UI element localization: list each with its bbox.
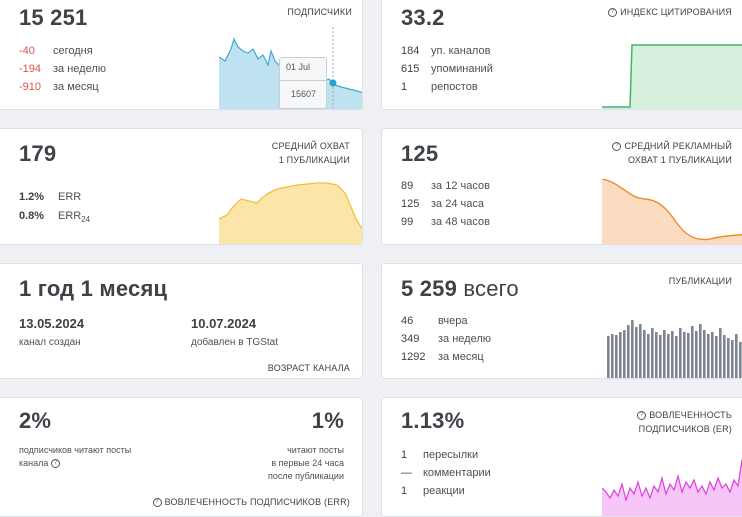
subscribers-caption: ПОДПИСЧИКИ <box>287 7 352 17</box>
change-month: -910 за месяц <box>19 81 99 93</box>
publication-bar <box>643 330 646 378</box>
err-row: 1.2% ERR <box>19 191 82 203</box>
publication-bar <box>723 335 726 378</box>
publication-bar <box>679 328 682 378</box>
channel-age-caption: ВОЗРАСТ КАНАЛА <box>267 363 350 373</box>
publication-bar <box>719 328 722 378</box>
err24-row: 0.8% ERR24 <box>19 210 91 225</box>
publication-bar <box>731 340 734 378</box>
change-today: -40 сегодня <box>19 45 93 57</box>
er-comments: — комментарии <box>401 467 491 479</box>
ad-reach-card[interactable]: 125 ? СРЕДНИЙ РЕКЛАМНЫЙ ОХВАТ 1 ПУБЛИКАЦИИ… <box>381 128 742 245</box>
reach-value: 179 <box>19 141 57 166</box>
citation-chart[interactable] <box>602 43 742 110</box>
publication-bar <box>647 334 650 378</box>
publication-bar <box>703 330 706 378</box>
err-caption: ? ВОВЛЕЧЕННОСТЬ ПОДПИСЧИКОВ (ERR) <box>152 495 350 509</box>
publication-bar <box>691 326 694 378</box>
err-left-description: подписчиков читают посты канала ? <box>19 445 132 469</box>
ad-reach-chart[interactable] <box>602 179 742 245</box>
err-right-value: 1% <box>311 408 344 433</box>
publication-bar <box>711 332 714 378</box>
er-chart[interactable] <box>602 448 742 517</box>
publication-bar <box>715 336 718 378</box>
citation-card[interactable]: 33.2 ? ИНДЕКС ЦИТИРОВАНИЯ 184 уп. каналов … <box>381 0 742 110</box>
er-reactions: 1 реакции <box>401 485 465 497</box>
publication-bar <box>619 332 622 378</box>
reach-chart[interactable] <box>219 181 363 245</box>
posts-month: 1292 за месяц <box>401 351 484 363</box>
subscribers-tooltip: 01 Jul 15607 <box>279 57 327 109</box>
publication-bar <box>735 334 738 378</box>
publications-value: 5 259 всего <box>401 276 519 301</box>
publication-bar <box>635 327 638 378</box>
ad-reach-24h: 125 за 24 часа <box>401 198 484 210</box>
publication-bar <box>659 335 662 378</box>
publication-bar <box>639 324 642 378</box>
err-engagement-card[interactable]: 2% подписчиков читают посты канала ? 1% ч… <box>0 397 363 517</box>
reach-caption: СРЕДНИЙ ОХВАТ 1 ПУБЛИКАЦИИ <box>271 141 350 165</box>
publication-bar <box>667 334 670 378</box>
publication-bar <box>671 331 674 378</box>
er-caption: ? ВОВЛЕЧЕННОСТЬ ПОДПИСЧИКОВ (ER) <box>637 410 732 434</box>
tooltip-divider <box>280 80 326 81</box>
posts-yesterday: 46 вчера <box>401 315 468 327</box>
er-engagement-card[interactable]: 1.13% ? ВОВЛЕЧЕННОСТЬ ПОДПИСЧИКОВ (ER) 1 пе… <box>381 397 742 517</box>
created-label: канал создан <box>19 337 81 348</box>
er-value: 1.13% <box>401 408 465 433</box>
publications-bar-chart[interactable] <box>607 314 742 379</box>
publication-bar <box>663 330 666 378</box>
err-right-description: читают посты в первые 24 часа после публик… <box>268 445 344 481</box>
tooltip-date: 01 Jul <box>286 62 311 72</box>
tooltip-value: 15607 <box>291 89 317 99</box>
ad-reach-12h: 89 за 12 часов <box>401 180 490 192</box>
channel-age-value: 1 год 1 месяц <box>19 276 168 301</box>
publication-bar <box>695 331 698 378</box>
publication-bar <box>615 335 618 378</box>
publications-card[interactable]: 5 259 всего ПУБЛИКАЦИИ 46 вчера 349 за нед… <box>381 263 742 379</box>
publication-bar <box>631 320 634 378</box>
err-left-value: 2% <box>19 408 52 433</box>
change-week: -194 за неделю <box>19 63 107 75</box>
posts-week: 349 за неделю <box>401 333 492 345</box>
publication-bar <box>655 332 658 378</box>
citation-index-value: 33.2 <box>401 5 445 30</box>
ad-reach-48h: 99 за 48 часов <box>401 216 490 228</box>
publication-bar <box>687 333 690 378</box>
publication-bar <box>739 342 742 378</box>
created-date: 13.05.2024 <box>19 316 85 331</box>
channel-age-card[interactable]: 1 год 1 месяц 13.05.2024 канал создан 10… <box>0 263 363 379</box>
publications-caption: ПУБЛИКАЦИИ <box>668 276 732 286</box>
ad-reach-value: 125 <box>401 141 439 166</box>
publication-bar <box>683 332 686 378</box>
subscribers-count: 15 251 <box>19 5 88 30</box>
publication-bar <box>623 330 626 378</box>
publication-bar <box>675 336 678 378</box>
citation-mentions: 615 упоминаний <box>401 63 493 75</box>
info-icon[interactable]: ? <box>608 8 618 18</box>
citation-caption: ? ИНДЕКС ЦИТИРОВАНИЯ <box>608 5 732 19</box>
er-forwards: 1 пересылки <box>401 449 479 461</box>
reach-card[interactable]: 179 СРЕДНИЙ ОХВАТ 1 ПУБЛИКАЦИИ 1.2% ERR 0.… <box>0 128 363 245</box>
publication-bar <box>627 325 630 378</box>
info-icon[interactable]: ? <box>50 459 60 469</box>
publication-bar <box>727 338 730 378</box>
publication-bar <box>607 336 610 378</box>
publication-bar <box>611 334 614 378</box>
publication-bar <box>707 334 710 378</box>
info-icon[interactable]: ? <box>637 411 647 421</box>
added-date: 10.07.2024 <box>191 316 257 331</box>
ad-reach-caption: ? СРЕДНИЙ РЕКЛАМНЫЙ ОХВАТ 1 ПУБЛИКАЦИИ <box>612 139 732 167</box>
info-icon[interactable]: ? <box>612 142 622 152</box>
info-icon[interactable]: ? <box>152 498 162 508</box>
subscribers-card[interactable]: 15 251 ПОДПИСЧИКИ -40 сегодня -194 за неде… <box>0 0 363 110</box>
citation-channels: 184 уп. каналов <box>401 45 491 57</box>
publication-bar <box>651 328 654 378</box>
added-label: добавлен в TGStat <box>191 337 279 348</box>
publication-bar <box>699 324 702 378</box>
citation-reposts: 1 репостов <box>401 81 478 93</box>
